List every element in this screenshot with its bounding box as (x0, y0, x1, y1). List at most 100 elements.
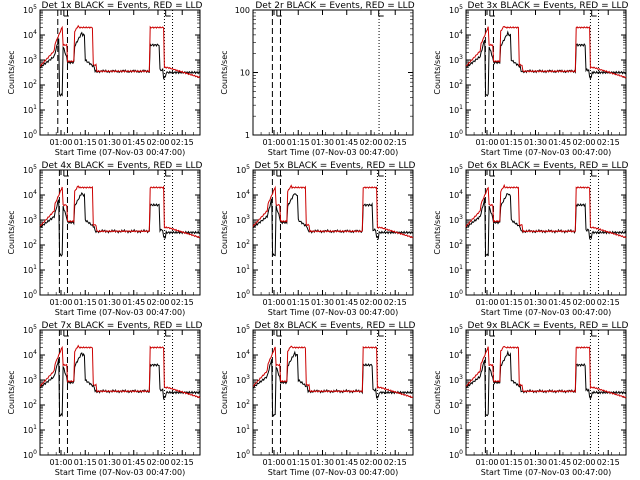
y-tick-label: 104 (449, 189, 463, 200)
y-tick-label: 101 (23, 104, 37, 115)
chart-title: Det 8x BLACK = Events, RED = LLD (255, 321, 416, 331)
y-tick-label: 102 (236, 399, 250, 410)
x-tick-label: 01:30 (524, 298, 547, 307)
time-marker (591, 169, 597, 177)
y-axis-label: Counts/sec (433, 370, 442, 414)
plot-frame (252, 329, 414, 456)
series-lld-line (252, 184, 414, 239)
x-tick-label: 01:00 (475, 138, 498, 147)
y-axis-label: Counts/sec (7, 370, 16, 414)
x-axis-label: Start Time (07-Nov-03 00:47:00) (268, 148, 398, 157)
x-tick-label: 01:15 (500, 138, 523, 147)
y-tick-label: 104 (23, 349, 37, 360)
plot-frame (39, 9, 201, 136)
time-marker (489, 9, 495, 17)
x-tick-label: 02:15 (171, 298, 194, 307)
y-tick-label: 102 (449, 239, 463, 250)
series-lld-line (39, 24, 201, 79)
series-events-line (39, 191, 201, 257)
x-tick-label: 01:00 (475, 458, 498, 467)
y-tick-label: 100 (23, 129, 37, 140)
time-marker (489, 329, 495, 337)
y-tick-label: 105 (449, 164, 463, 175)
chart-panel-5: Det 5x BLACK = Events, RED = LLD 100 101 10… (220, 161, 416, 317)
y-tick-label: 104 (23, 189, 37, 200)
y-tick-label: 102 (23, 239, 37, 250)
x-tick-label: 01:15 (287, 298, 310, 307)
x-tick-label: 02:00 (359, 458, 382, 467)
series-events-line (465, 350, 627, 417)
chart-title: Det 9x BLACK = Events, RED = LLD (468, 321, 629, 331)
series-events-line (252, 350, 414, 417)
y-tick-label: 104 (23, 29, 37, 40)
time-marker (489, 169, 495, 177)
y-tick-label: 100 (23, 449, 37, 460)
y-tick-label: 101 (236, 424, 250, 435)
y-tick-label: 104 (449, 29, 463, 40)
y-axis-label: Counts/sec (220, 370, 229, 414)
y-tick-label: 101 (23, 264, 37, 275)
chart-panel-3: Det 3x BLACK = Events, RED = LLD 100 101 10… (433, 1, 629, 157)
y-tick-label: 104 (236, 349, 250, 360)
y-tick-label: 105 (236, 324, 250, 335)
y-tick-label: 1 (245, 131, 250, 140)
x-tick-label: 02:15 (384, 458, 407, 467)
time-marker (591, 329, 597, 337)
x-axis-label: Start Time (07-Nov-03 00:47:00) (268, 468, 398, 477)
x-tick-label: 01:15 (74, 138, 97, 147)
plot-frame (252, 9, 414, 136)
plot-frame (252, 169, 414, 296)
series-events-line (465, 30, 627, 97)
y-tick-label: 102 (23, 399, 37, 410)
y-axis-label: Counts/sec (433, 50, 442, 94)
chart-title: Det 1x BLACK = Events, RED = LLD (42, 1, 203, 11)
y-tick-label: 105 (449, 4, 463, 15)
y-tick-label: 102 (23, 79, 37, 90)
x-tick-label: 02:00 (359, 138, 382, 147)
x-axis-label: Start Time (07-Nov-03 00:47:00) (481, 148, 611, 157)
y-tick-label: 101 (449, 264, 463, 275)
chart-panel-9: Det 9x BLACK = Events, RED = LLD 100 101 10… (433, 321, 629, 477)
chart-title: Det 4x BLACK = Events, RED = LLD (42, 161, 203, 171)
chart-title: Det 6x BLACK = Events, RED = LLD (468, 161, 629, 171)
series-events-line (39, 352, 201, 418)
series-lld-line (465, 183, 627, 239)
y-tick-label: 103 (449, 214, 463, 225)
time-marker (378, 329, 384, 337)
x-tick-label: 01:15 (287, 458, 310, 467)
y-tick-label: 100 (449, 449, 463, 460)
x-tick-label: 02:00 (146, 138, 169, 147)
y-tick-label: 102 (449, 79, 463, 90)
x-tick-label: 02:15 (597, 138, 620, 147)
time-marker (378, 9, 384, 17)
time-marker (276, 169, 282, 177)
chart-title: Det 2r BLACK = Events, RED = LLD (255, 1, 414, 11)
x-axis-label: Start Time (07-Nov-03 00:47:00) (55, 308, 185, 317)
y-tick-label: 103 (236, 374, 250, 385)
y-tick-label: 101 (236, 264, 250, 275)
time-marker (378, 169, 384, 177)
x-tick-label: 02:15 (384, 138, 407, 147)
x-tick-label: 01:30 (311, 138, 334, 147)
y-tick-label: 101 (23, 424, 37, 435)
y-tick-label: 100 (23, 289, 37, 300)
y-tick-label: 104 (236, 189, 250, 200)
y-tick-label: 100 (449, 289, 463, 300)
x-tick-label: 01:00 (262, 298, 285, 307)
y-tick-label: 105 (23, 164, 37, 175)
x-tick-label: 01:00 (49, 138, 72, 147)
chart-panel-6: Det 6x BLACK = Events, RED = LLD 100 101 10… (433, 161, 629, 317)
x-tick-label: 01:15 (500, 458, 523, 467)
y-tick-label: 102 (236, 239, 250, 250)
y-tick-label: 103 (23, 54, 37, 65)
x-tick-label: 01:45 (335, 298, 358, 307)
series-lld-line (465, 25, 627, 79)
x-tick-label: 02:00 (572, 138, 595, 147)
x-tick-label: 01:00 (262, 138, 285, 147)
chart-panel-4: Det 4x BLACK = Events, RED = LLD 100 101 10… (7, 161, 203, 317)
x-axis-label: Start Time (07-Nov-03 00:47:00) (55, 468, 185, 477)
x-tick-label: 01:45 (548, 298, 571, 307)
y-tick-label: 100 (236, 289, 250, 300)
time-marker (165, 169, 171, 177)
